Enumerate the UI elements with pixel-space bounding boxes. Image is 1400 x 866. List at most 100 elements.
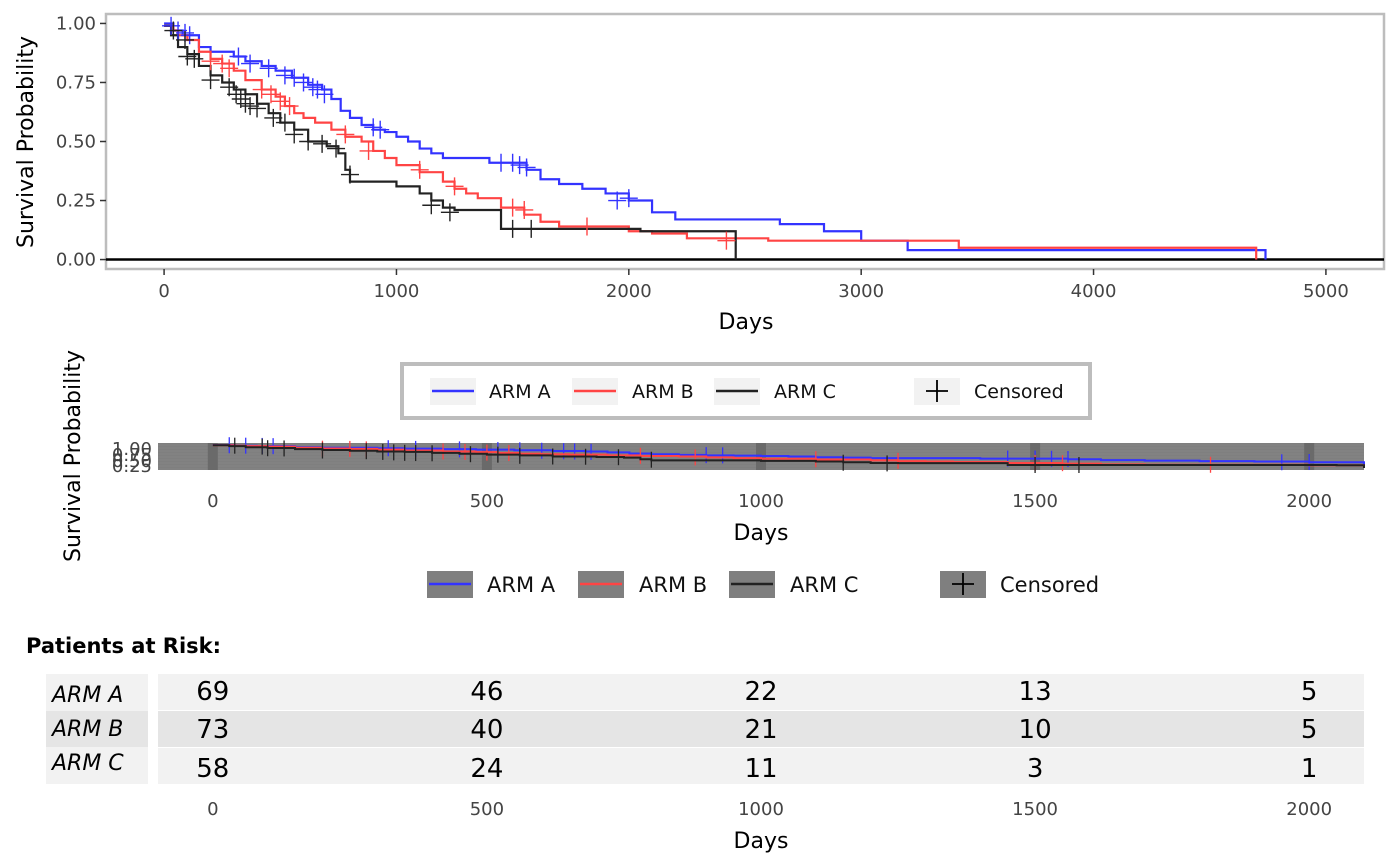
censor-mark <box>503 153 522 172</box>
risk-arm-label: ARM B <box>50 717 123 742</box>
risk-count: 21 <box>744 715 777 745</box>
y-tick-label-2: 0.50 <box>112 451 152 472</box>
y-tick-label-2: 0.75 <box>112 445 152 466</box>
risk-arm-label: ARM A <box>50 683 123 708</box>
censor-mark <box>220 59 239 78</box>
legend-label-arm-c: ARM C <box>774 381 836 403</box>
x-tick-label: 0 <box>158 281 169 302</box>
legend-label-arm-b: ARM B <box>632 381 694 403</box>
legend-label-arm-b-2: ARM B <box>639 573 707 597</box>
censor-mark <box>619 189 638 208</box>
censor-mark <box>717 231 736 250</box>
censor-mark <box>259 59 278 78</box>
y-tick-label-2: 0.25 <box>112 456 152 477</box>
censor-mark <box>515 200 534 219</box>
y-axis-title: Survival Probability <box>14 36 39 248</box>
censor-mark <box>313 134 332 153</box>
risk-cells: 69 46 22 13 5 73 40 21 10 5 58 24 11 3 1 <box>196 677 1317 784</box>
censor-mark <box>440 203 459 222</box>
censor-mark <box>176 30 195 49</box>
censor-mark <box>261 85 280 104</box>
censor-mark <box>162 16 181 35</box>
legend-main: ARM A ARM B ARM C Censored <box>400 362 1092 420</box>
risk-x-tick-label: 500 <box>470 799 504 820</box>
x-axis-title-2: Days <box>734 521 789 546</box>
x-axis-title: Days <box>719 310 774 335</box>
risk-count: 58 <box>196 754 229 784</box>
censor-mark <box>285 125 304 144</box>
risk-count: 5 <box>1301 715 1318 745</box>
risk-count: 40 <box>470 715 503 745</box>
x-tick-label: 5000 <box>1303 281 1349 302</box>
censor-mark <box>359 141 378 160</box>
survival-curves-2 <box>212 437 1365 474</box>
legend-label-censored-2: Censored <box>1000 573 1099 597</box>
y-axis-title-2: Survival Probability <box>61 350 86 562</box>
censor-mark <box>327 139 346 158</box>
legend-censor-icon-2 <box>952 573 974 595</box>
risk-arm-label: ARM C <box>50 751 124 776</box>
risk-count: 24 <box>470 754 503 784</box>
censor-mark <box>275 66 294 85</box>
x-tick-label: 3000 <box>838 281 884 302</box>
y-ticks-2: 0.250.500.751.00 <box>112 439 152 477</box>
censor-mark <box>201 71 220 90</box>
x-tick-label: 1000 <box>374 281 420 302</box>
risk-count: 1 <box>1301 754 1318 784</box>
censor-mark <box>410 160 429 179</box>
censor-mark <box>336 125 355 144</box>
censor-mark <box>180 26 199 45</box>
censor-mark <box>577 217 596 236</box>
censor-mark <box>371 120 390 139</box>
censor-mark <box>271 92 290 111</box>
censor-mark <box>299 132 318 151</box>
risk-count: 10 <box>1019 715 1052 745</box>
censor-mark <box>220 78 239 97</box>
x-tick-label-2: 2000 <box>1286 491 1332 512</box>
risk-x-tick-label: 2000 <box>1286 799 1332 820</box>
censor-mark <box>445 177 464 196</box>
x-ticks: 0 1000 2000 3000 4000 5000 <box>158 269 1349 302</box>
censor-mark <box>229 47 248 66</box>
x-tick-label-2: 1500 <box>1012 491 1058 512</box>
x-tick-label: 4000 <box>1071 281 1117 302</box>
censor-mark <box>294 73 313 92</box>
x-tick-label-2: 0 <box>207 491 218 512</box>
censor-mark <box>248 99 267 118</box>
risk-row-bg-3 <box>158 748 1364 784</box>
y-tick-label: 0.25 <box>56 191 96 212</box>
censor-mark <box>503 198 522 217</box>
censor-mark <box>264 108 283 127</box>
censor-mark <box>241 97 260 116</box>
risk-count: 5 <box>1301 677 1318 707</box>
censor-mark <box>364 118 383 137</box>
y-tick-label: 0.75 <box>56 72 96 93</box>
censor-mark <box>340 165 359 184</box>
risk-count: 3 <box>1027 754 1044 784</box>
x-tick-label-2: 500 <box>470 491 504 512</box>
censor-mark <box>517 158 536 177</box>
censor-mark <box>241 54 260 73</box>
risk-count: 69 <box>196 677 229 707</box>
legend-label-censored: Censored <box>974 381 1064 403</box>
censor-mark <box>213 54 232 73</box>
censor-mark <box>315 85 334 104</box>
y-tick-label: 0.50 <box>56 132 96 153</box>
risk-arm-label-bg-mid <box>46 711 148 747</box>
censor-mark <box>231 90 250 108</box>
legend-label-arm-a-2: ARM A <box>487 573 556 597</box>
censor-mark <box>308 80 327 99</box>
risk-table: Patients at Risk: ARM A ARM B ARM C 69 46… <box>26 634 1364 854</box>
risk-x-tick-label: 1500 <box>1012 799 1058 820</box>
x-ticks-2: 0 500 1000 1500 2000 <box>207 491 1332 512</box>
plot-frame <box>104 12 1386 271</box>
censor-mark <box>164 21 183 40</box>
censor-mark <box>280 97 299 116</box>
censor-mark <box>503 219 522 238</box>
censor-mark <box>178 47 197 66</box>
censor-mark <box>608 191 627 210</box>
censor-mark <box>303 78 322 97</box>
censor-mark <box>236 94 255 113</box>
km-plot-main: 0 1000 2000 3000 4000 5000 0.00 0.25 0.50 0.75 1.… <box>14 12 1386 335</box>
